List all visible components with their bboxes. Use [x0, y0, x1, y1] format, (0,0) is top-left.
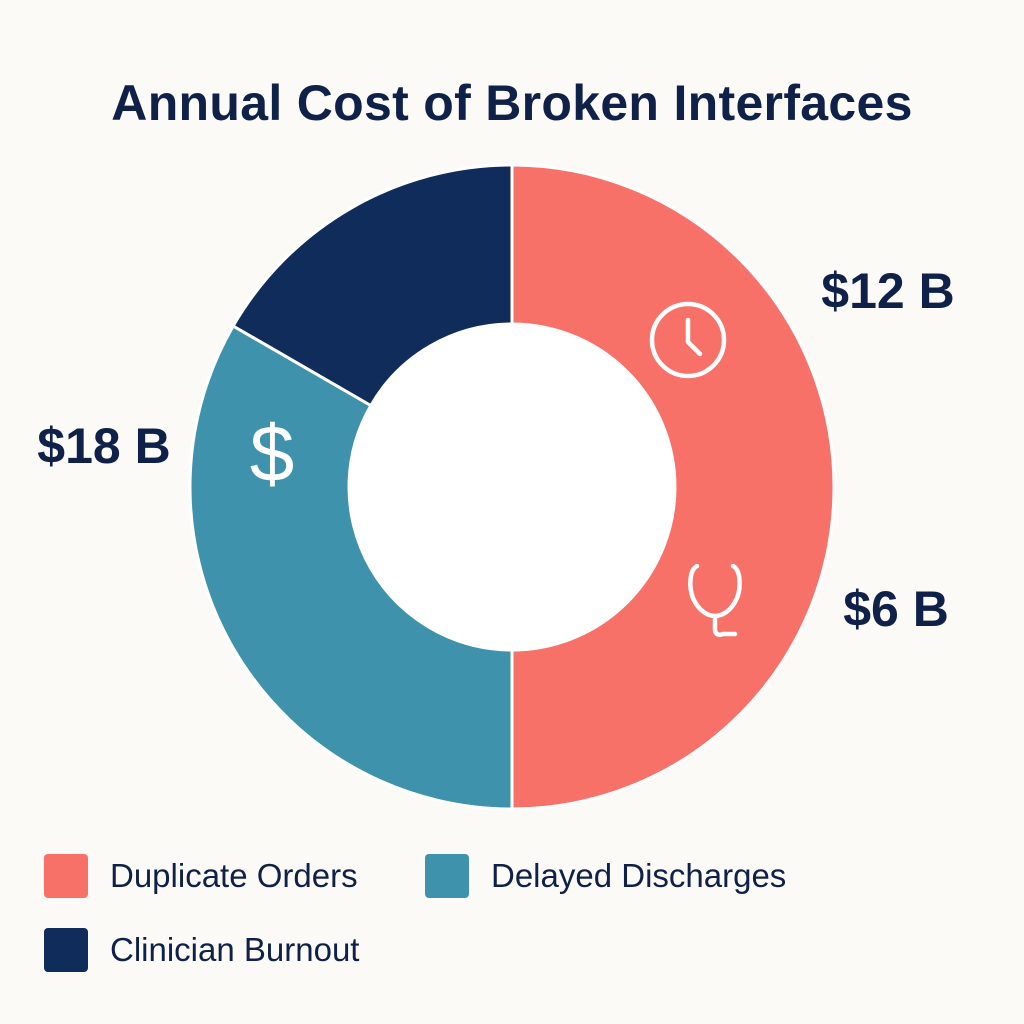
value-label-delayed-discharges: $12 B: [821, 263, 954, 319]
value-label-duplicate-orders: $18 B: [37, 418, 170, 474]
dollar-sign-icon: $: [250, 409, 295, 498]
chart-title: Annual Cost of Broken Interfaces: [111, 75, 913, 131]
stethoscope-icon: [688, 563, 742, 638]
value-label-clinician-burnout: $6 B: [843, 581, 949, 637]
slice-icons: $: [250, 301, 742, 638]
clock-icon: [649, 301, 727, 379]
value-labels: $18 B $12 B $6 B: [37, 263, 954, 637]
donut-slices: [188, 163, 836, 811]
donut-hole: [349, 324, 675, 650]
